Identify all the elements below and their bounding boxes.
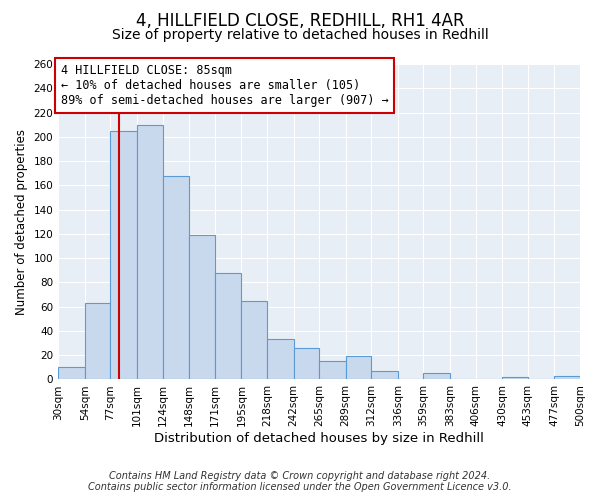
- Y-axis label: Number of detached properties: Number of detached properties: [15, 128, 28, 314]
- Bar: [85, 303, 110, 380]
- Bar: [346, 356, 371, 380]
- Bar: [189, 235, 215, 380]
- Bar: [554, 376, 580, 380]
- Bar: [319, 362, 346, 380]
- Bar: [215, 272, 241, 380]
- Bar: [424, 374, 450, 380]
- Bar: [293, 348, 319, 380]
- Text: 4 HILLFIELD CLOSE: 85sqm
← 10% of detached houses are smaller (105)
89% of semi-: 4 HILLFIELD CLOSE: 85sqm ← 10% of detach…: [61, 64, 389, 107]
- Bar: [58, 368, 85, 380]
- Bar: [371, 371, 398, 380]
- X-axis label: Distribution of detached houses by size in Redhill: Distribution of detached houses by size …: [154, 432, 484, 445]
- Bar: [241, 300, 267, 380]
- Text: Contains HM Land Registry data © Crown copyright and database right 2024.
Contai: Contains HM Land Registry data © Crown c…: [88, 471, 512, 492]
- Bar: [110, 130, 137, 380]
- Bar: [137, 124, 163, 380]
- Bar: [163, 176, 189, 380]
- Text: 4, HILLFIELD CLOSE, REDHILL, RH1 4AR: 4, HILLFIELD CLOSE, REDHILL, RH1 4AR: [136, 12, 464, 30]
- Bar: [502, 377, 528, 380]
- Bar: [267, 340, 293, 380]
- Text: Size of property relative to detached houses in Redhill: Size of property relative to detached ho…: [112, 28, 488, 42]
